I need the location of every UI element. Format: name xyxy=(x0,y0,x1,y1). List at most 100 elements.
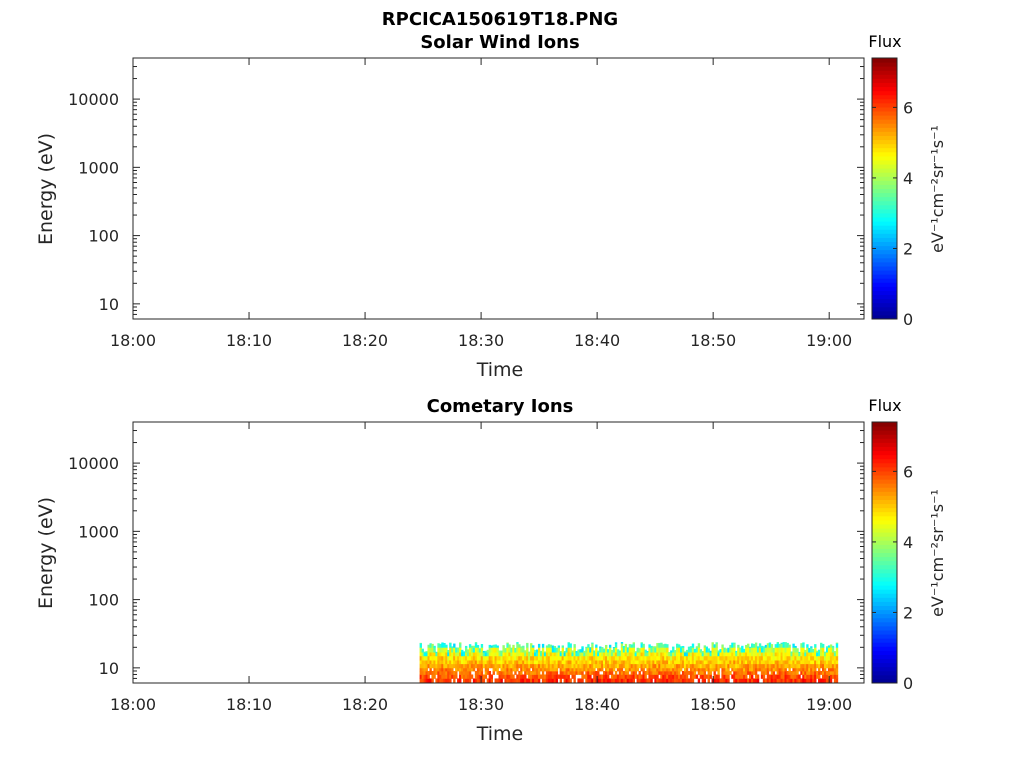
spectrogram-cell xyxy=(478,655,482,661)
spectrogram-cell xyxy=(741,678,744,684)
spectrogram-cell xyxy=(597,660,600,665)
spectrogram-cell xyxy=(754,667,758,672)
y-tick-label: 1000 xyxy=(78,522,119,541)
colorbar-segment xyxy=(872,302,897,308)
spectrogram-cell xyxy=(451,660,454,665)
spectrogram-cell xyxy=(530,660,533,665)
spectrogram-cell xyxy=(703,663,707,669)
spectrogram-cell xyxy=(644,649,647,653)
spectrogram-cell xyxy=(650,670,653,675)
colorbar-segment xyxy=(872,176,897,181)
spectrogram-cell xyxy=(482,663,486,669)
spectrogram-cell xyxy=(827,660,831,665)
spectrogram-cell xyxy=(437,655,440,661)
spectrogram-cell xyxy=(445,647,448,653)
spectrogram-cell xyxy=(506,655,509,661)
spectrogram-cell xyxy=(549,644,553,648)
spectrogram-cell xyxy=(516,674,519,679)
spectrogram-cell xyxy=(674,660,677,665)
spectrogram-cell xyxy=(561,652,564,657)
spectrogram-cell xyxy=(551,655,555,661)
spectrogram-cell xyxy=(747,652,750,657)
spectrogram-cell xyxy=(784,678,787,684)
spectrogram-cell xyxy=(699,660,703,665)
spectrogram-cell xyxy=(679,663,683,669)
spectrogram-cell xyxy=(656,660,659,665)
spectrogram-cell xyxy=(423,678,426,684)
spectrogram-cell xyxy=(466,670,470,675)
spectrogram-cell xyxy=(749,647,752,653)
spectrogram-cell xyxy=(780,670,783,675)
colorbar-segment xyxy=(872,479,897,484)
spectrogram-cell xyxy=(601,652,604,657)
spectrogram-cell xyxy=(772,663,776,669)
spectrogram-cell xyxy=(494,660,497,665)
spectrogram-cell xyxy=(579,670,582,675)
spectrogram-cell xyxy=(646,652,649,657)
spectrogram-cell xyxy=(451,652,454,657)
spectrogram-cell xyxy=(498,663,501,669)
spectrogram-cell xyxy=(638,674,641,679)
spectrogram-cell xyxy=(776,660,779,665)
spectrogram-cell xyxy=(754,670,758,675)
spectrogram-cell xyxy=(731,663,734,669)
colorbar-segment xyxy=(872,188,897,194)
colorbar-segment xyxy=(872,58,897,63)
spectrogram-cell xyxy=(818,660,821,665)
spectrogram-cell xyxy=(666,667,669,672)
spectrogram-cell xyxy=(480,660,484,665)
spectrogram-cell xyxy=(638,678,641,684)
spectrogram-cell xyxy=(537,655,541,661)
spectrogram-cell xyxy=(569,647,572,653)
colorbar-segment xyxy=(872,184,897,189)
spectrogram-cell xyxy=(520,674,523,679)
spectrogram-cell xyxy=(510,674,513,679)
spectrogram-cell xyxy=(593,655,596,661)
spectrogram-cell xyxy=(535,649,539,653)
spectrogram-cell xyxy=(652,652,655,657)
spectrogram-cell xyxy=(766,660,770,665)
spectrogram-cell xyxy=(490,647,493,653)
spectrogram-cell xyxy=(518,678,521,684)
spectrogram-cell xyxy=(585,678,588,684)
spectrogram-cell xyxy=(750,670,754,675)
spectrogram-cell xyxy=(437,647,440,653)
spectrogram-cell xyxy=(622,647,626,653)
spectrogram-cell xyxy=(541,674,545,679)
spectrogram-cell xyxy=(431,655,434,661)
spectrogram-cell xyxy=(814,663,817,669)
spectrogram-cell xyxy=(808,647,811,653)
spectrogram-cell xyxy=(472,655,476,661)
spectrogram-cell xyxy=(725,674,728,679)
spectrogram-cell xyxy=(679,652,683,657)
spectrogram-cell xyxy=(709,667,712,672)
colorbar-segment xyxy=(872,172,897,177)
spectrogram-cell xyxy=(614,643,618,648)
spectrogram-cell xyxy=(660,652,663,657)
spectrogram-cell xyxy=(561,670,564,675)
spectrogram-cell xyxy=(616,667,620,672)
spectrogram-cell xyxy=(534,649,537,653)
spectrogram-cell xyxy=(780,652,783,657)
spectrogram-cell xyxy=(636,674,639,679)
spectrogram-cell xyxy=(490,674,493,679)
spectrogram-cell xyxy=(713,660,716,665)
colorbar-segment xyxy=(872,282,897,287)
colorbar-segment xyxy=(872,458,897,464)
spectrogram-cell xyxy=(679,667,683,672)
spectrogram-cell xyxy=(488,674,492,679)
spectrogram-cell xyxy=(597,667,600,672)
spectrogram-cell xyxy=(605,652,608,657)
spectrogram-cell xyxy=(701,674,705,679)
spectrogram-cell xyxy=(506,647,509,653)
spectrogram-cell xyxy=(715,667,718,672)
spectrogram-cell xyxy=(743,670,746,675)
spectrogram-cell xyxy=(731,674,734,679)
spectrogram-cell xyxy=(739,674,742,679)
spectrogram-cell xyxy=(703,645,707,648)
x-tick-label: 18:20 xyxy=(342,695,388,714)
spectrogram-cell xyxy=(774,678,778,684)
spectrogram-cell xyxy=(496,667,499,672)
spectrogram-cell xyxy=(476,660,480,665)
spectrogram-cell xyxy=(551,652,555,657)
